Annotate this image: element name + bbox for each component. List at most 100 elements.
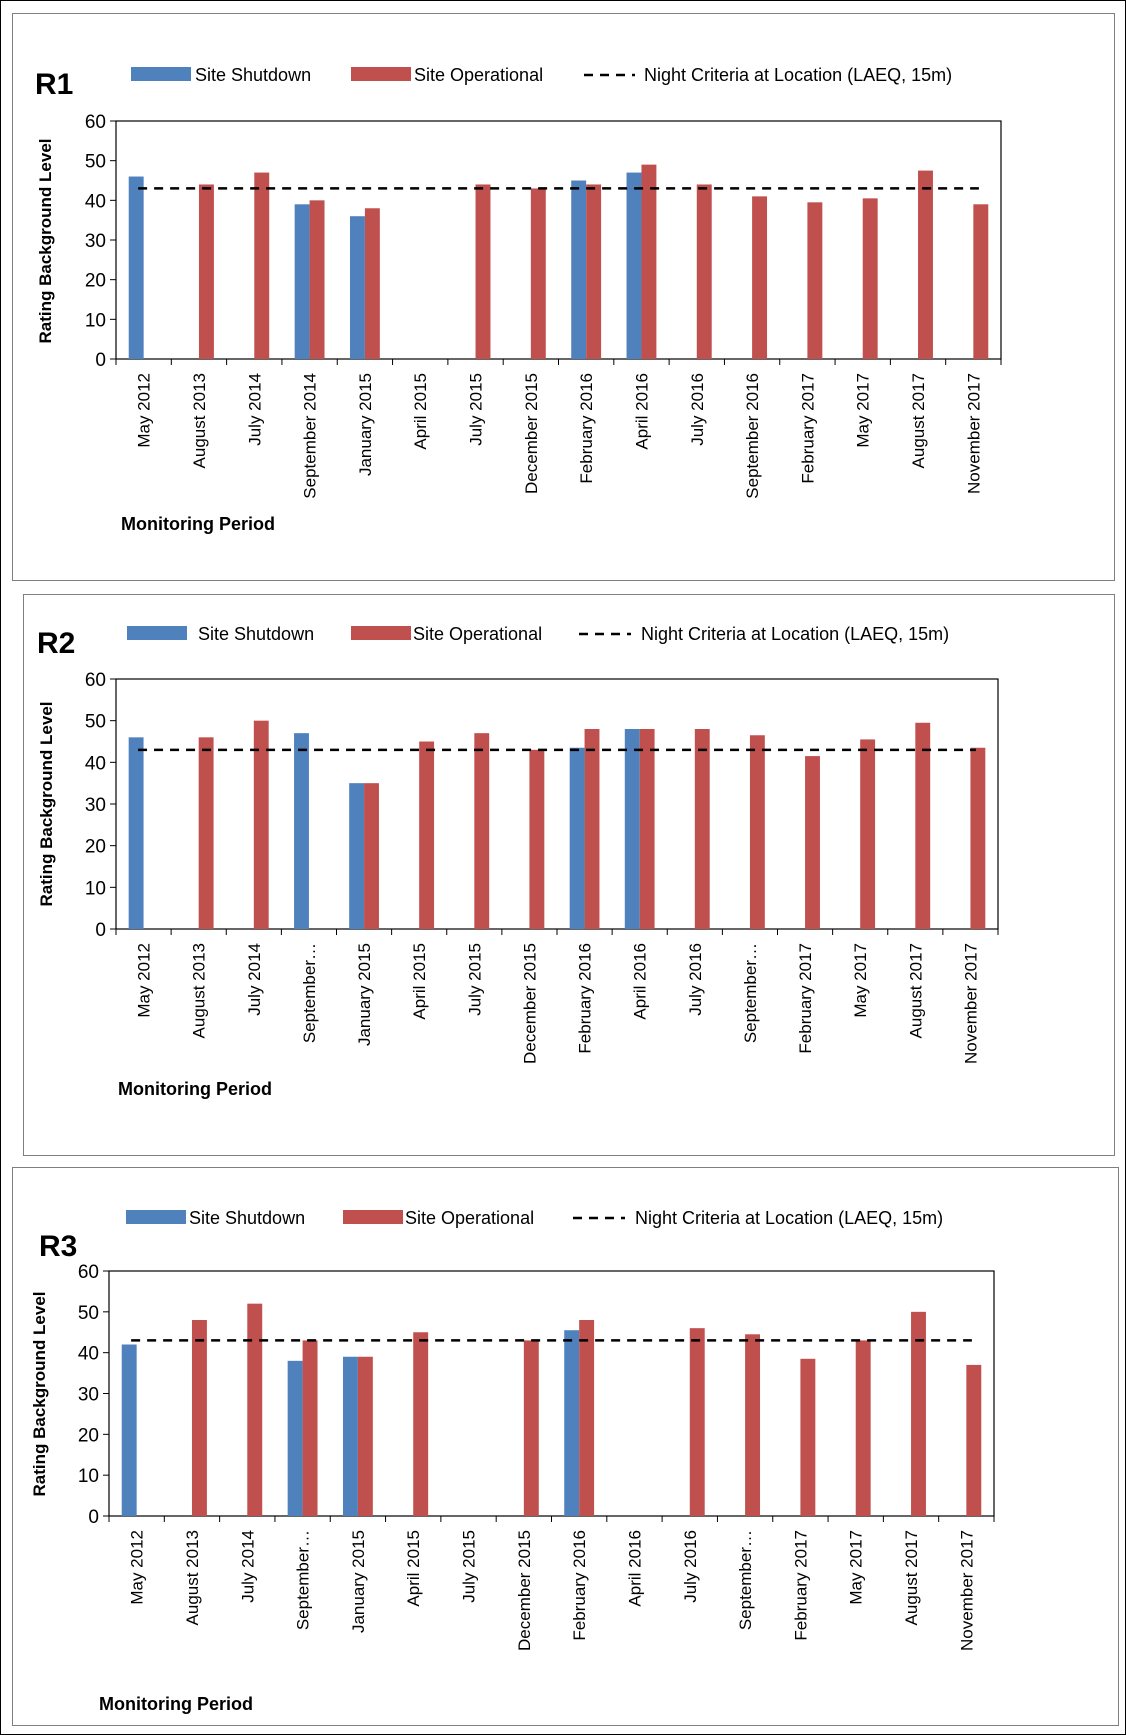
- bar-operational: [364, 783, 379, 929]
- x-tick-label: September 2014: [301, 373, 320, 499]
- bar-operational: [696, 184, 712, 359]
- bar-operational: [584, 729, 600, 929]
- y-tick-label: 40: [85, 191, 106, 212]
- bar-operational: [749, 735, 765, 929]
- bar-operational: [911, 1311, 926, 1516]
- legend-swatch-operational: [343, 1210, 403, 1224]
- x-tick-label: December 2015: [515, 1530, 534, 1651]
- y-tick-label: 60: [85, 112, 106, 133]
- x-axis-title: Monitoring Period: [118, 1079, 272, 1099]
- legend-label-operational: Site Operational: [414, 65, 543, 85]
- bar-shutdown: [342, 1356, 358, 1516]
- x-tick-label: November 2017: [957, 1530, 976, 1651]
- bar-operational: [191, 1320, 207, 1516]
- bar-operational: [966, 1364, 982, 1516]
- chart-title: R1: [35, 68, 73, 101]
- y-tick-label: 20: [85, 271, 106, 292]
- x-tick-label: September…: [741, 943, 760, 1043]
- bar-operational: [530, 188, 546, 359]
- y-tick-label: 60: [85, 670, 106, 691]
- x-tick-label: May 2012: [135, 373, 154, 448]
- bar-operational: [915, 722, 931, 929]
- x-tick-label: July 2015: [467, 373, 486, 446]
- bar-operational: [586, 184, 602, 359]
- x-tick-label: February 2017: [796, 943, 815, 1054]
- x-tick-label: April 2015: [411, 373, 430, 450]
- x-tick-label: September…: [736, 1530, 755, 1630]
- bar-operational: [752, 196, 768, 359]
- bar-operational: [254, 172, 270, 359]
- x-tick-label: April 2016: [625, 1530, 644, 1607]
- y-axis-title: Rating Background Level: [36, 139, 55, 344]
- legend-label-operational: Site Operational: [405, 1208, 534, 1228]
- legend-swatch-operational: [351, 626, 411, 640]
- y-axis-title: Rating Background Level: [30, 1292, 49, 1497]
- x-tick-label: January 2015: [356, 373, 375, 476]
- bar-shutdown: [128, 737, 144, 929]
- bar-operational: [918, 170, 933, 359]
- y-tick-label: 0: [95, 350, 106, 371]
- x-tick-label: July 2016: [688, 373, 707, 446]
- bar-operational: [694, 729, 710, 929]
- bar-operational: [309, 200, 325, 359]
- x-tick-label: July 2014: [238, 1530, 257, 1603]
- x-tick-label: April 2015: [410, 943, 429, 1020]
- x-tick-label: August 2017: [909, 373, 928, 468]
- bar-operational: [689, 1328, 705, 1516]
- y-tick-label: 40: [78, 1344, 99, 1365]
- legend-swatch-shutdown: [131, 67, 191, 81]
- x-axis-title: Monitoring Period: [99, 1694, 253, 1714]
- bar-operational: [807, 202, 823, 359]
- bar-operational: [475, 184, 491, 359]
- bar-operational: [579, 1320, 595, 1516]
- legend-label-shutdown: Site Shutdown: [189, 1208, 305, 1228]
- legend-label-criteria: Night Criteria at Location (LAEQ, 15m): [644, 65, 952, 85]
- x-tick-label: August 2013: [190, 373, 209, 468]
- x-tick-label: September 2016: [743, 373, 762, 499]
- x-tick-label: July 2014: [245, 943, 264, 1016]
- x-tick-label: May 2012: [128, 1530, 147, 1605]
- bar-operational: [860, 739, 876, 929]
- bar-shutdown: [571, 180, 587, 359]
- legend-swatch-operational: [351, 67, 411, 81]
- bar-operational: [641, 164, 657, 359]
- bar-operational: [855, 1340, 871, 1516]
- x-tick-label: May 2017: [847, 1530, 866, 1605]
- legend-label-operational: Site Operational: [413, 624, 542, 644]
- y-tick-label: 40: [85, 753, 106, 774]
- legend-label-criteria: Night Criteria at Location (LAEQ, 15m): [635, 1208, 943, 1228]
- y-tick-label: 10: [85, 878, 106, 899]
- chart-r2-svg: R2 Site Shutdown Site Operational Night Cri…: [37, 624, 999, 1099]
- y-tick-label: 50: [85, 152, 106, 173]
- y-tick-label: 60: [78, 1262, 99, 1283]
- y-tick-label: 0: [88, 1507, 99, 1528]
- x-tick-label: July 2016: [681, 1530, 700, 1603]
- bar-operational: [198, 737, 214, 929]
- y-tick-label: 10: [78, 1466, 99, 1487]
- bar-operational: [419, 741, 435, 929]
- bar-operational: [474, 733, 490, 929]
- chart-panel-r1: R1 Site Shutdown Site Operational Night Cri…: [12, 13, 1115, 581]
- x-tick-label: August 2017: [902, 1530, 921, 1625]
- bar-operational: [745, 1334, 761, 1516]
- x-tick-label: December 2015: [522, 373, 541, 494]
- legend-label-shutdown: Site Shutdown: [195, 65, 311, 85]
- y-tick-label: 50: [78, 1303, 99, 1324]
- legend-swatch-shutdown: [126, 1210, 186, 1224]
- y-tick-label: 10: [85, 310, 106, 331]
- bar-shutdown: [626, 172, 642, 359]
- y-tick-label: 30: [85, 795, 106, 816]
- legend-label-criteria: Night Criteria at Location (LAEQ, 15m): [641, 624, 949, 644]
- x-tick-label: May 2012: [135, 943, 154, 1018]
- x-tick-label: August 2017: [906, 943, 925, 1038]
- bar-shutdown: [624, 729, 640, 929]
- bar-shutdown: [349, 783, 365, 929]
- bar-operational: [970, 747, 986, 929]
- x-tick-label: May 2017: [854, 373, 873, 448]
- y-tick-label: 20: [85, 837, 106, 858]
- chart-r3-svg: R3 Site Shutdown Site Operational Night Cri…: [30, 1208, 995, 1714]
- x-tick-label: February 2016: [570, 1530, 589, 1641]
- bar-operational: [302, 1340, 318, 1516]
- x-tick-label: April 2016: [632, 373, 651, 450]
- x-tick-label: November 2017: [961, 943, 980, 1064]
